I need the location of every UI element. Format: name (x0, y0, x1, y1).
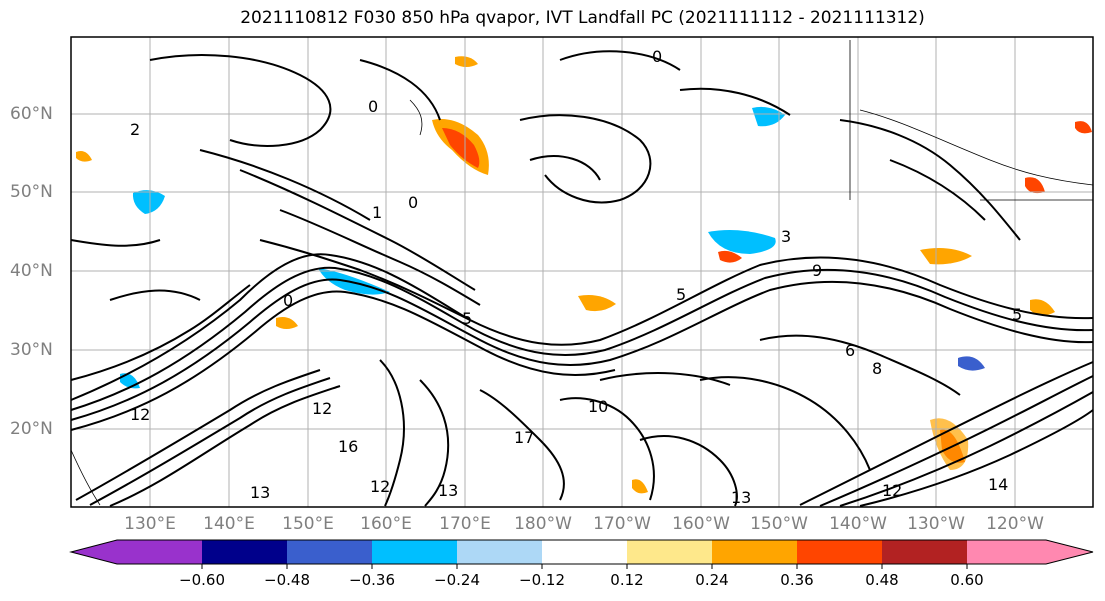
lat-label: 20°N (10, 419, 53, 439)
positive-anomaly-patch (276, 317, 298, 329)
lat-label: 30°N (10, 340, 53, 360)
lon-label: 150°E (282, 514, 334, 534)
lon-label: 140°W (829, 514, 887, 534)
colorbar-segment (797, 540, 882, 564)
colorbar-extend-high (1046, 540, 1093, 564)
contour-label: 13 (438, 481, 458, 500)
colorbar-segment (882, 540, 967, 564)
lat-label: 40°N (10, 261, 53, 281)
colorbar-tick-label: 0.36 (780, 571, 814, 589)
colorbar-segment (967, 540, 1046, 564)
colorbar-outline (69, 539, 1094, 565)
map-title: 2021110812 F030 850 hPa qvapor, IVT Land… (240, 8, 925, 28)
ivt-contours (70, 50, 1094, 507)
contour-label: 0 (652, 47, 662, 66)
contour-label: 12 (370, 477, 390, 496)
colorbar-tick-label: 0.60 (950, 571, 984, 589)
colorbar-tick-label: −0.36 (349, 571, 395, 589)
contour-label: 9 (812, 261, 822, 280)
positive-anomaly-patch (1075, 121, 1092, 134)
colorbar-ticks (201, 564, 968, 569)
contour-label: 16 (338, 437, 358, 456)
colorbar-tick-label: −0.24 (434, 571, 480, 589)
lon-label: 120°W (986, 514, 1044, 534)
positive-anomaly-patch (920, 248, 972, 265)
colorbar-tick-label: −0.60 (179, 571, 225, 589)
negative-anomaly-patch (752, 106, 785, 127)
positive-anomaly-patch (442, 128, 480, 168)
lat-label: 60°N (10, 104, 53, 124)
colorbar-segment (202, 540, 287, 564)
lon-label: 140°E (203, 514, 255, 534)
colorbar-segment (627, 540, 712, 564)
contour-label: 0 (368, 97, 378, 116)
contour-label: 17 (514, 428, 534, 447)
contour-label: 10 (588, 397, 608, 416)
contour-label: 5 (462, 309, 472, 328)
lon-label: 130°E (124, 514, 176, 534)
colorbar-segment (117, 540, 202, 564)
lon-label: 170°W (593, 514, 651, 534)
colorbar-segment (372, 540, 457, 564)
positive-anomaly-patch (455, 56, 478, 67)
contour-label: 12 (130, 405, 150, 424)
colorbar (69, 539, 1094, 569)
contour-label: 12 (882, 481, 902, 500)
contour-label: 0 (408, 193, 418, 212)
colorbar-segment (542, 540, 627, 564)
contour-label: 0 (283, 291, 293, 310)
contour-label: 14 (988, 475, 1008, 494)
graticule (71, 37, 1093, 507)
colorbar-tick-label: −0.12 (519, 571, 565, 589)
colorbar-tick-label: −0.48 (264, 571, 310, 589)
lon-label: 170°E (439, 514, 491, 534)
lon-label: 150°W (750, 514, 808, 534)
negative-anomaly-patch (708, 230, 776, 254)
lon-label: 130°W (907, 514, 965, 534)
contour-label: 8 (872, 359, 882, 378)
positive-anomaly-patch (1025, 177, 1045, 194)
contour-label-group: 0 0 2 1 0 3 5 9 6 5 12 12 13 16 12 13 17… (130, 47, 1022, 507)
contour-label: 13 (250, 483, 270, 502)
coastlines (70, 40, 1094, 506)
colorbar-tick-label: 0.48 (865, 571, 899, 589)
lon-label: 160°E (360, 514, 412, 534)
negative-anomaly-patch (958, 356, 985, 371)
positive-anomaly-patch (1030, 299, 1055, 316)
contour-label: 1 (372, 203, 382, 222)
positive-anomaly-patch (632, 479, 648, 494)
positive-anomaly-patch (930, 418, 969, 470)
colorbar-tick-label: 0.12 (610, 571, 644, 589)
contour-label: 13 (731, 488, 751, 507)
lon-label: 180°W (514, 514, 572, 534)
map-frame (70, 36, 1094, 508)
positive-anomaly-patch (718, 250, 742, 263)
positive-anomaly-patch (578, 295, 616, 312)
colorbar-tick-label: 0.24 (695, 571, 729, 589)
colorbar-extend-low (71, 540, 117, 564)
contour-label: 5 (676, 285, 686, 304)
contour-label: 5 (1012, 305, 1022, 324)
contour-label: 6 (845, 341, 855, 360)
colorbar-segment (457, 540, 542, 564)
colorbar-segment (712, 540, 797, 564)
positive-anomaly-patch (76, 151, 92, 162)
contour-label: 12 (312, 399, 332, 418)
lat-label: 50°N (10, 182, 53, 202)
contour-label: 3 (781, 227, 791, 246)
contour-label: 2 (130, 120, 140, 139)
negative-anomaly-patch (132, 190, 165, 214)
lon-label: 160°W (672, 514, 730, 534)
colorbar-segment (287, 540, 372, 564)
